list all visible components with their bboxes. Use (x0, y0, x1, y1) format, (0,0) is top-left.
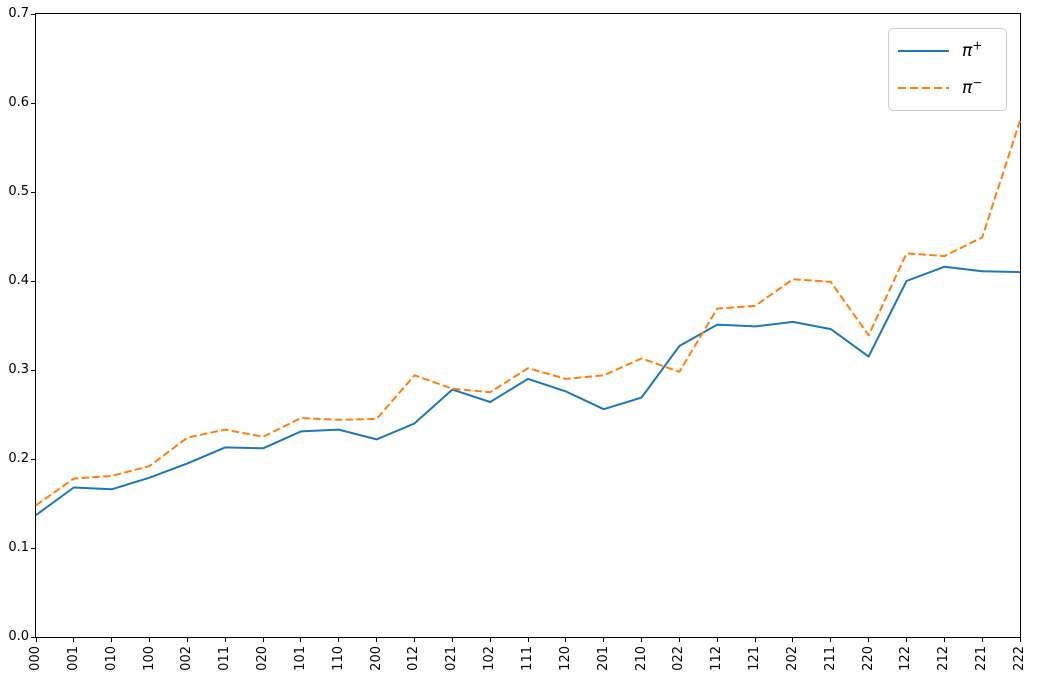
x-axis-tick-label: 211 (822, 646, 838, 671)
pi-minus-line-sample (898, 87, 949, 89)
y-axis-tick-label: 0.1 (8, 540, 29, 555)
x-axis-tick-label: 112 (709, 646, 725, 671)
x-axis-tick (413, 638, 415, 642)
y-axis-tick-label: 0.3 (8, 362, 29, 377)
x-axis-tick (1019, 638, 1021, 642)
y-axis-tick-label: 0.4 (8, 273, 29, 288)
y-axis-tick (31, 547, 35, 549)
legend: π+ π− (888, 28, 1007, 111)
x-axis-tick-label: 100 (141, 646, 157, 671)
pi-minus-label: π− (962, 75, 983, 98)
x-axis-tick (868, 638, 870, 642)
x-axis-tick (376, 638, 378, 642)
y-axis-tick (31, 13, 35, 15)
x-axis-tick (527, 638, 529, 642)
x-axis-tick-label: 202 (784, 646, 800, 671)
x-axis-tick (489, 638, 491, 642)
x-axis-tick (224, 638, 226, 642)
y-axis-tick (31, 458, 35, 460)
x-axis-tick (641, 638, 643, 642)
y-axis-tick-label: 0.0 (8, 629, 29, 644)
x-axis-tick-label: 010 (103, 646, 119, 671)
x-axis-tick (300, 638, 302, 642)
x-axis-tick-label: 210 (633, 646, 649, 671)
y-axis-tick (31, 636, 35, 638)
x-axis-tick-label: 101 (292, 646, 308, 671)
y-axis-tick-label: 0.5 (8, 184, 29, 199)
x-axis-tick-label: 121 (747, 646, 763, 671)
pi-plus-label: π+ (962, 38, 983, 61)
x-axis-tick-label: 000 (28, 646, 43, 671)
x-axis-tick-label: 001 (65, 646, 81, 671)
x-axis-tick (943, 638, 945, 642)
x-axis-tick-label: 110 (330, 646, 346, 671)
x-axis-tick-label: 020 (255, 646, 271, 671)
x-axis-tick (338, 638, 340, 642)
x-axis-tick-label: 221 (974, 646, 990, 671)
plot-area (35, 13, 1021, 638)
pi-plus-line-sample (898, 50, 949, 52)
x-axis-tick-label: 201 (595, 646, 611, 671)
x-axis-tick (111, 638, 113, 642)
y-axis-tick (31, 102, 35, 104)
y-axis-tick (31, 280, 35, 282)
x-axis-tick-label: 012 (406, 646, 422, 671)
x-axis-tick (35, 638, 37, 642)
x-axis-tick (830, 638, 832, 642)
y-axis-tick-label: 0.6 (8, 95, 29, 110)
x-axis-tick-label: 021 (444, 646, 460, 671)
y-axis-tick-label: 0.7 (8, 6, 29, 21)
x-axis-tick (262, 638, 264, 642)
x-axis-tick-label: 122 (898, 646, 914, 671)
x-axis-tick-label: 102 (482, 646, 498, 671)
x-axis-tick (716, 638, 718, 642)
x-axis-tick (981, 638, 983, 642)
x-axis-tick-label: 111 (520, 646, 535, 671)
legend-item-pi-plus: π+ (898, 36, 997, 66)
x-axis-tick-label: 022 (671, 646, 687, 671)
x-axis-tick (792, 638, 794, 642)
legend-item-pi-minus: π− (898, 73, 997, 103)
x-axis-tick-label: 200 (368, 646, 384, 671)
series-plot (35, 120, 1021, 516)
x-axis-tick (186, 638, 188, 642)
x-axis-tick-label: 002 (179, 646, 195, 671)
x-axis-tick-label: 120 (557, 646, 573, 671)
y-axis-tick (31, 369, 35, 371)
x-axis-tick (149, 638, 151, 642)
x-axis-tick-label: 220 (860, 646, 876, 671)
x-axis-tick-label: 222 (1012, 646, 1027, 671)
x-axis-tick (678, 638, 680, 642)
x-axis-tick-label: 011 (217, 646, 233, 671)
series-line-pi-plus (35, 265, 1021, 516)
x-axis-tick (73, 638, 75, 642)
y-axis-tick (31, 191, 35, 193)
x-axis-tick (754, 638, 756, 642)
x-axis-tick (603, 638, 605, 642)
x-axis-tick (451, 638, 453, 642)
x-axis-tick (905, 638, 907, 642)
x-axis-tick (565, 638, 567, 642)
y-axis-tick-label: 0.2 (8, 451, 29, 466)
series-line-pi-minus (35, 120, 1021, 507)
x-axis-tick-label: 212 (936, 646, 952, 671)
